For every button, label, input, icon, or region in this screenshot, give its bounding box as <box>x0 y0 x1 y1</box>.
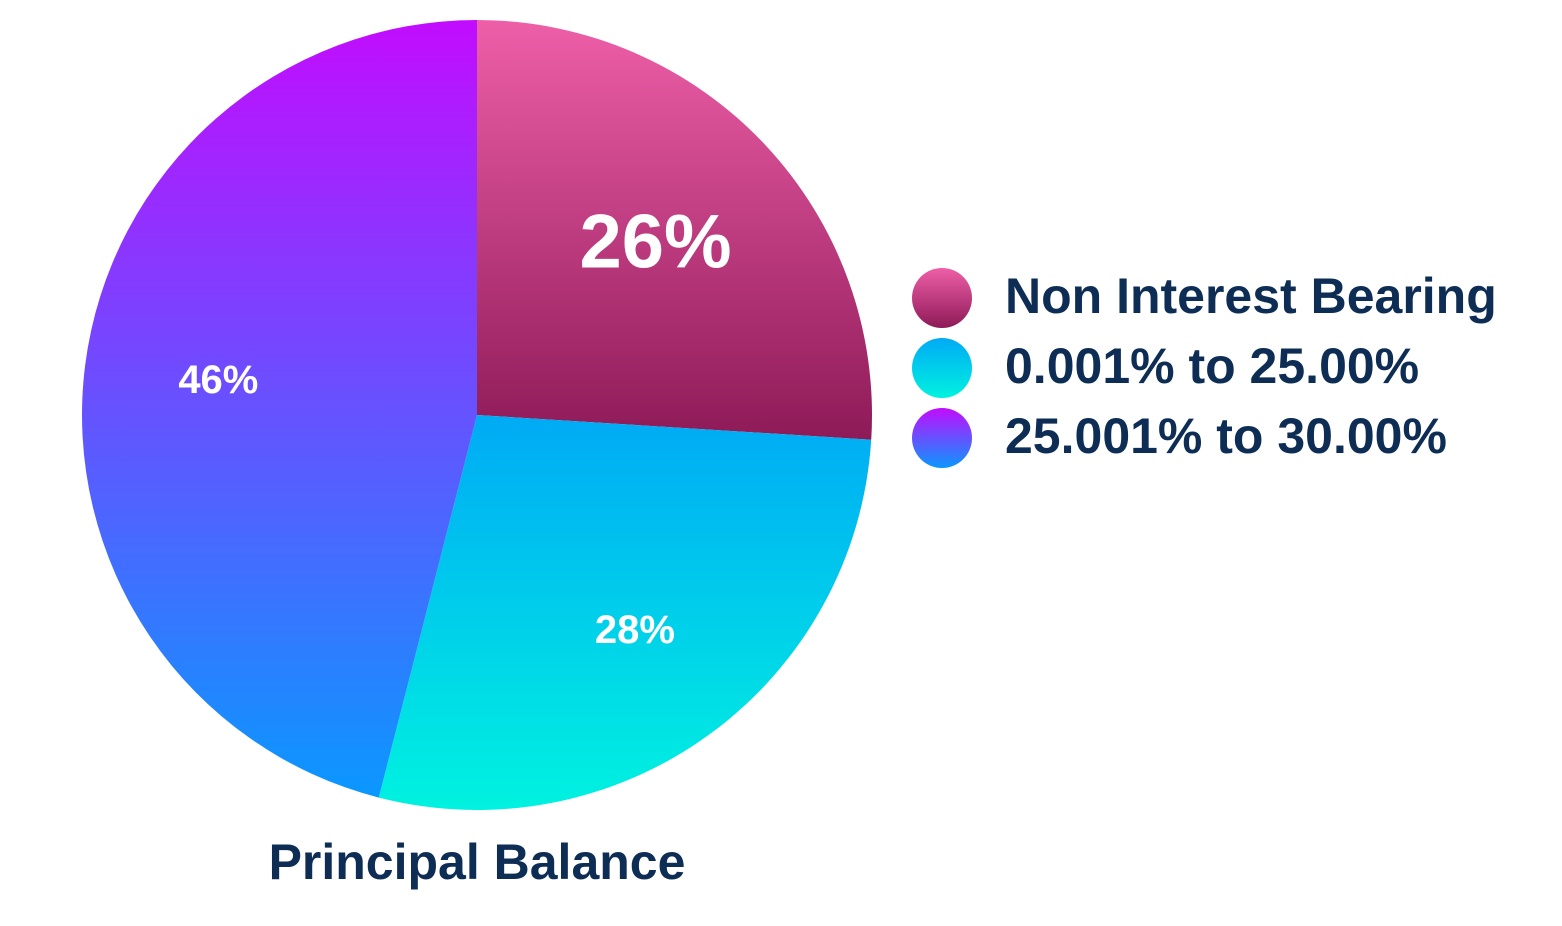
pie-slice <box>378 415 872 810</box>
pie-slice <box>82 20 478 798</box>
legend-label: Non Interest Bearing <box>1005 268 1497 324</box>
legend-label: 0.001% to 25.00% <box>1005 338 1419 394</box>
legend-swatch <box>912 268 972 328</box>
slice-label: 28% <box>595 608 675 652</box>
legend-swatch <box>912 408 972 468</box>
chart-title: Principal Balance <box>269 834 686 890</box>
slice-label: 46% <box>178 358 258 402</box>
slice-label: 26% <box>579 199 731 284</box>
legend-label: 25.001% to 30.00% <box>1005 408 1447 464</box>
legend-swatch <box>912 338 972 398</box>
pie-slice <box>477 20 873 440</box>
